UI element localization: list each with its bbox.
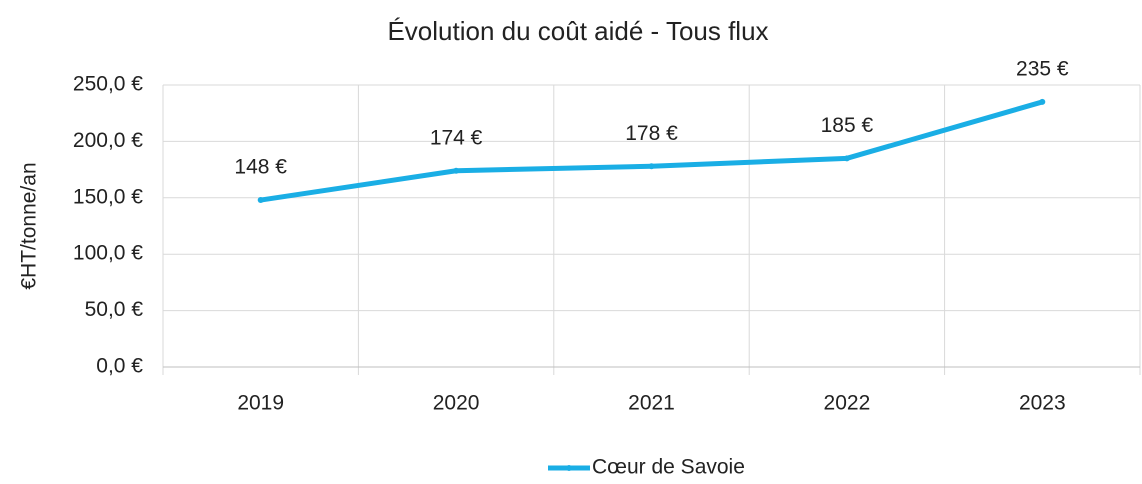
x-tick-label: 2022 [824,392,871,415]
data-point [257,197,264,204]
data-label: 235 € [1016,57,1069,80]
y-tick-label: 0,0 € [96,355,143,378]
legend-label: Cœur de Savoie [592,456,745,479]
x-tick-label: 2021 [628,392,675,415]
data-label: 185 € [821,114,874,137]
data-point [648,163,655,170]
legend-marker [566,465,572,471]
data-point [1039,98,1046,105]
x-tick-label: 2019 [237,392,284,415]
y-tick-label: 250,0 € [73,73,143,96]
y-tick-label: 200,0 € [73,129,143,152]
data-point [843,155,850,162]
x-tick-label: 2023 [1019,392,1066,415]
data-label: 178 € [625,122,678,145]
y-tick-label: 100,0 € [73,242,143,265]
data-point [453,167,460,174]
data-label: 148 € [234,156,287,179]
x-tick-label: 2020 [433,392,480,415]
data-line [258,99,1045,203]
y-tick-label: 50,0 € [85,298,144,321]
y-axis-label: €HT/tonne/an [18,162,41,289]
y-tick-label: 150,0 € [73,185,143,208]
data-label: 174 € [430,126,483,149]
chart-title: Évolution du coût aidé - Tous flux [387,16,768,46]
